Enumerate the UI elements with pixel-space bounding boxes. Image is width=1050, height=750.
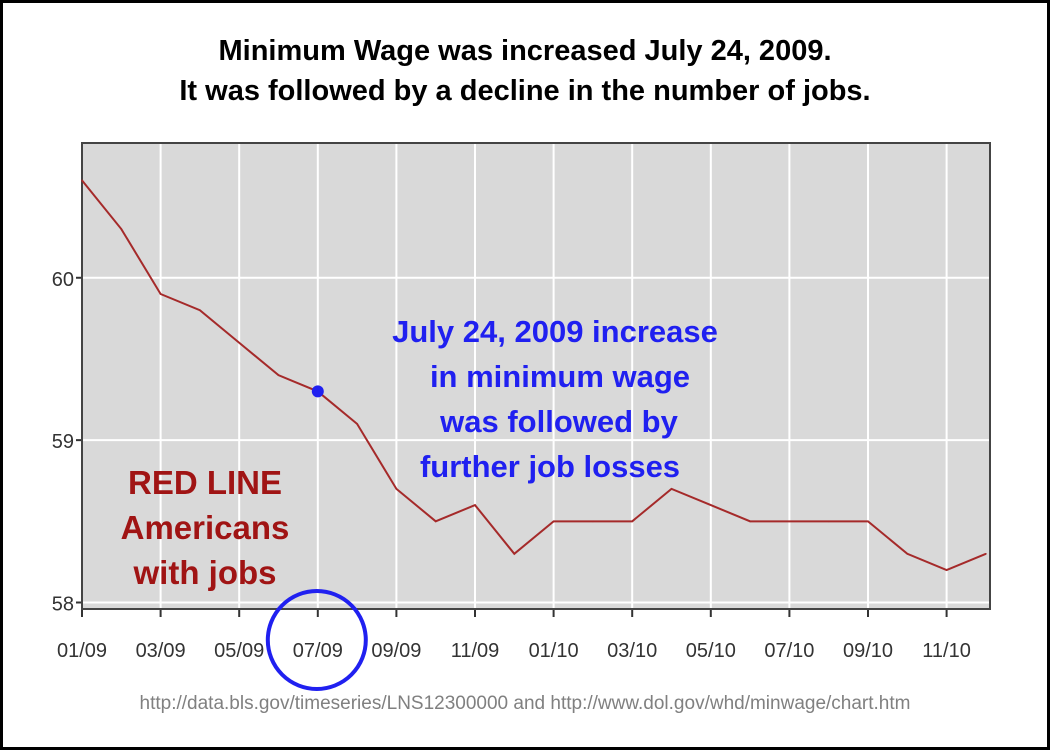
data-point xyxy=(513,552,516,555)
annotation-blue-line: further job losses xyxy=(419,449,681,484)
chart-title-line2: It was followed by a decline in the numb… xyxy=(179,75,871,107)
data-point xyxy=(788,520,791,523)
data-point xyxy=(238,341,240,344)
x-tick-label: 11/10 xyxy=(922,640,971,662)
annotation-blue-line: in minimum wage xyxy=(429,359,691,394)
data-point xyxy=(827,520,830,523)
source-citation: http://data.bls.gov/timeseries/LNS123000… xyxy=(139,693,911,714)
x-tick-label: 03/09 xyxy=(136,640,186,662)
annotation-blue: July 24, 2009 increase in minimum wage w… xyxy=(330,309,780,489)
data-point xyxy=(945,569,948,571)
x-tick-label: 11/09 xyxy=(451,640,500,662)
data-point xyxy=(867,520,869,523)
data-point xyxy=(552,520,555,523)
y-tick-label: 58 xyxy=(52,594,74,616)
data-point xyxy=(199,309,201,312)
data-point xyxy=(670,488,673,490)
x-tick-label: 01/10 xyxy=(529,640,579,662)
data-point xyxy=(749,520,751,523)
data-point xyxy=(474,504,476,506)
data-point xyxy=(592,520,594,523)
chart-title-line1: Minimum Wage was increased July 24, 2009… xyxy=(218,35,832,67)
y-tick-label: 60 xyxy=(52,269,74,291)
annotation-red-line: with jobs xyxy=(133,554,277,591)
annotation-red-line: Americans xyxy=(120,509,290,546)
y-tick-label: 59 xyxy=(52,431,74,453)
data-point xyxy=(159,293,162,295)
x-tick-label: 07/10 xyxy=(764,640,814,662)
data-point xyxy=(120,228,123,230)
x-tick-label: 07/09 xyxy=(293,640,343,662)
data-point xyxy=(356,423,358,425)
data-point xyxy=(277,374,280,376)
annotation-red-line: RED LINE xyxy=(127,464,282,501)
data-point xyxy=(985,552,987,555)
annotation-red: RED LINE Americans with jobs xyxy=(80,460,330,595)
data-point xyxy=(710,504,712,506)
data-point xyxy=(81,179,83,182)
x-tick-label: 05/10 xyxy=(686,640,736,662)
data-point xyxy=(434,520,437,523)
annotation-blue-line: July 24, 2009 increase xyxy=(392,314,718,349)
highlight-marker-july-2009 xyxy=(311,385,324,398)
plot-area xyxy=(82,143,990,609)
annotation-blue-line: was followed by xyxy=(440,404,678,439)
data-point xyxy=(906,552,909,555)
data-point xyxy=(631,520,633,523)
x-tick-label: 09/09 xyxy=(371,640,421,662)
x-tick-label: 09/10 xyxy=(843,640,893,662)
x-tick-label: 05/09 xyxy=(214,640,264,662)
data-point xyxy=(395,488,398,490)
highlight-circle-07-09 xyxy=(265,589,368,691)
series-line-americans-with-jobs xyxy=(81,179,987,572)
x-tick-label: 01/09 xyxy=(57,640,107,662)
x-tick-label: 03/10 xyxy=(607,640,657,662)
plot-border xyxy=(81,142,991,610)
